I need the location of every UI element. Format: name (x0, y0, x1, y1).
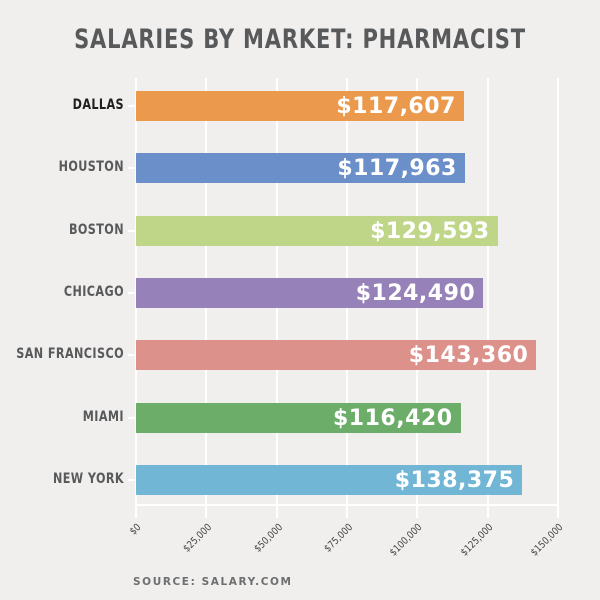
y-tick (128, 167, 136, 169)
x-tick-label: $50,000 (252, 522, 285, 555)
x-axis-line (136, 504, 559, 506)
category-label: SAN FRANCISCO (16, 346, 124, 362)
y-tick (128, 417, 136, 419)
x-tick-label: $75,000 (322, 522, 356, 555)
x-tick-label: $150,000 (529, 522, 566, 559)
gridline (486, 78, 489, 518)
category-label: CHICAGO (63, 284, 124, 300)
bar-value-label: $129,593 (370, 219, 490, 244)
y-tick (128, 292, 136, 294)
bar-boston: $129,593 (136, 216, 498, 246)
x-tick-label: $0 (128, 522, 144, 538)
bar-value-label: $117,607 (336, 94, 456, 119)
x-tick-label: $125,000 (458, 522, 496, 559)
bar-san-francisco: $143,360 (136, 340, 537, 370)
bar-value-label: $116,420 (333, 406, 453, 431)
bar-new-york: $138,375 (136, 465, 523, 495)
y-tick (128, 354, 136, 356)
x-tick-label: $100,000 (388, 522, 425, 559)
category-label: DALLAS (72, 97, 124, 113)
bar-dallas: $117,607 (136, 91, 464, 121)
bar-houston: $117,963 (136, 153, 465, 183)
bar-value-label: $124,490 (355, 281, 476, 306)
y-tick (128, 479, 136, 481)
bar-value-label: $117,963 (337, 156, 457, 181)
category-label: NEW YORK (52, 471, 124, 487)
category-label: HOUSTON (58, 159, 124, 175)
category-label: BOSTON (68, 222, 124, 238)
bar-value-label: $143,360 (408, 343, 529, 368)
chart-title: SALARIES BY MARKET: PHARMACIST (74, 24, 526, 55)
source-note: SOURCE: SALARY.COM (133, 576, 293, 588)
y-tick (128, 105, 136, 107)
gridline (557, 78, 559, 518)
y-tick (128, 230, 136, 232)
bar-chicago: $124,490 (136, 278, 484, 308)
x-tick-label: $25,000 (181, 522, 215, 555)
bar-value-label: $138,375 (394, 468, 515, 493)
category-label: MIAMI (82, 409, 124, 425)
bar-miami: $116,420 (136, 403, 461, 433)
